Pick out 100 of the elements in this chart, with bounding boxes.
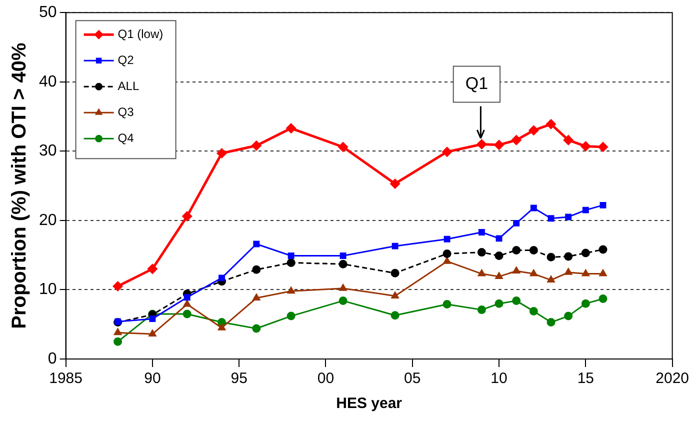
point — [182, 310, 192, 318]
point — [477, 248, 486, 257]
x-tick-label: 10 — [490, 370, 508, 388]
point — [252, 140, 262, 150]
point — [286, 312, 296, 320]
legend-label: Q3 — [118, 104, 134, 119]
x-tick-label: 90 — [144, 370, 161, 388]
point — [530, 204, 537, 212]
point — [598, 294, 608, 303]
point — [340, 252, 346, 259]
point — [494, 140, 504, 150]
y-tick-label: 40 — [39, 73, 57, 90]
y-tick-label: 20 — [39, 212, 57, 229]
x-tick-label: 2020 — [656, 370, 690, 388]
point — [565, 214, 572, 220]
point — [218, 274, 225, 282]
point — [512, 266, 520, 274]
point — [443, 257, 451, 264]
point — [564, 135, 574, 145]
point — [478, 270, 486, 276]
point — [581, 248, 590, 258]
point — [581, 299, 590, 308]
point — [149, 316, 156, 322]
point — [530, 270, 538, 276]
x-tick-label: 95 — [230, 370, 248, 388]
point — [183, 300, 191, 307]
point — [546, 318, 556, 327]
point — [390, 311, 400, 320]
point — [287, 286, 295, 294]
annotation: Q1 — [465, 74, 488, 93]
point — [148, 330, 156, 337]
point — [390, 178, 400, 188]
point — [286, 124, 296, 134]
y-tick-label: 30 — [39, 142, 57, 160]
point — [598, 142, 608, 152]
point — [512, 296, 521, 306]
point — [288, 252, 294, 259]
point — [442, 147, 452, 157]
x-tick-label: 15 — [577, 370, 594, 388]
point — [513, 220, 520, 226]
point — [495, 272, 503, 280]
point — [218, 324, 226, 330]
point — [478, 228, 485, 236]
point — [546, 252, 556, 262]
point — [546, 119, 556, 129]
point — [600, 202, 606, 208]
point — [339, 284, 347, 291]
point — [598, 245, 608, 254]
point — [217, 148, 227, 158]
point — [338, 296, 348, 306]
point — [338, 260, 348, 268]
point — [547, 276, 555, 283]
point — [529, 246, 538, 254]
point — [252, 324, 261, 333]
y-tick-label: 10 — [39, 281, 57, 298]
x-axis-title: HES year — [336, 395, 402, 412]
point — [564, 268, 572, 275]
legend-label: Q1 (low) — [118, 26, 164, 41]
point — [496, 235, 502, 242]
point — [392, 242, 398, 250]
point — [494, 252, 504, 260]
point — [253, 240, 260, 248]
point — [528, 126, 538, 136]
point — [442, 249, 452, 258]
point — [113, 282, 123, 292]
point — [442, 300, 452, 309]
point — [494, 299, 504, 308]
point — [184, 294, 190, 301]
y-tick-label: 50 — [39, 4, 57, 22]
legend-label: Q4 — [118, 130, 134, 145]
point — [512, 246, 521, 254]
x-tick-label: 05 — [404, 370, 421, 388]
y-axis-title: Proportion (%) with OTI > 40% — [8, 42, 31, 329]
legend-label: ALL — [118, 78, 140, 93]
point — [529, 306, 538, 316]
point — [390, 268, 400, 278]
x-tick-label: 00 — [317, 370, 334, 388]
point — [148, 264, 158, 274]
x-tick-label: 1985 — [49, 370, 82, 388]
point — [286, 258, 296, 267]
point — [548, 215, 554, 222]
point — [252, 265, 261, 274]
point — [580, 142, 590, 152]
point — [476, 139, 486, 149]
point — [391, 292, 399, 298]
y-tick-label: 0 — [48, 350, 57, 368]
point — [114, 337, 122, 346]
point — [252, 294, 260, 301]
point — [564, 312, 573, 320]
point — [477, 306, 486, 314]
point — [114, 328, 122, 336]
point — [338, 142, 348, 152]
point — [182, 212, 192, 222]
point — [599, 270, 607, 276]
point — [564, 252, 573, 261]
point — [512, 135, 522, 145]
point — [582, 270, 590, 276]
point — [444, 236, 450, 242]
legend-label: Q2 — [118, 52, 134, 67]
point — [582, 206, 589, 214]
